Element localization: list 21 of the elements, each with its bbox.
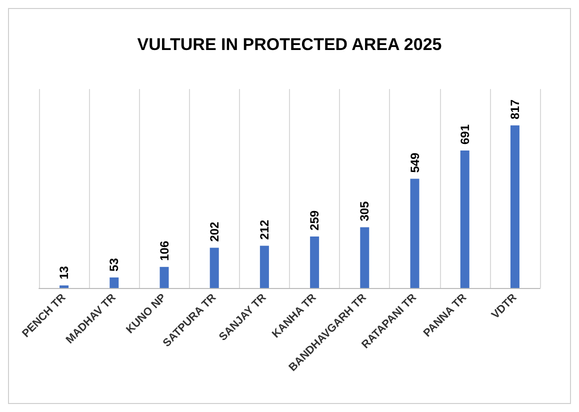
data-label: 13 [57,266,72,280]
data-label: 106 [157,240,172,261]
data-label: 212 [257,219,272,240]
data-label: 691 [458,124,472,144]
bar [410,178,420,288]
data-label: 53 [107,258,122,272]
bar [260,246,269,288]
bar [60,285,69,288]
bar [360,227,370,288]
data-label: 817 [508,99,522,120]
data-label: 202 [207,221,222,242]
bar [310,236,320,288]
data-label: 549 [408,152,422,173]
bar [510,125,520,288]
bar [160,266,169,288]
bar [460,150,470,288]
data-label: 259 [308,210,322,230]
chart-title: VULTURE IN PROTECTED AREA 2025 [137,35,442,54]
bar [110,277,119,288]
bar [210,248,219,288]
data-label: 305 [358,200,372,222]
